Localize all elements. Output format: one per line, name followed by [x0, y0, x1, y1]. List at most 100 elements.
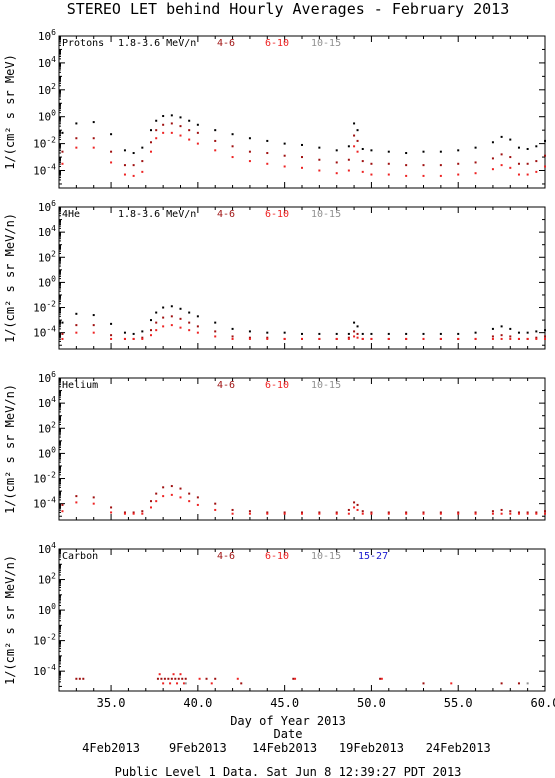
legend-entry: 4-6: [217, 551, 235, 562]
date-label: 4Feb2013: [82, 741, 140, 755]
data-point: [491, 141, 494, 144]
data-point: [75, 312, 78, 315]
date-label: 24Feb2013: [426, 741, 491, 755]
data-point: [405, 337, 408, 340]
y-tick-label: 10-4: [33, 325, 56, 340]
data-point: [283, 165, 286, 168]
data-point: [172, 673, 175, 676]
data-point: [141, 330, 144, 333]
data-point: [517, 331, 520, 334]
data-point: [526, 337, 529, 340]
data-point: [196, 325, 199, 328]
series: [61, 305, 546, 335]
data-point: [509, 510, 512, 513]
date-labels: 4Feb2013 9Feb2013 14Feb2013 19Feb2013 24Feb2…: [82, 741, 491, 755]
data-point: [517, 682, 520, 685]
plot-frame: [58, 206, 546, 350]
data-point: [509, 512, 512, 515]
data-point: [450, 682, 453, 685]
data-point: [75, 122, 78, 125]
data-point: [457, 512, 460, 515]
data-point: [335, 332, 338, 335]
data-point: [188, 321, 191, 324]
data-point: [196, 331, 199, 334]
data-point: [347, 332, 350, 335]
data-point: [379, 677, 382, 680]
data-point: [61, 510, 64, 513]
data-point: [123, 337, 126, 340]
data-point: [491, 157, 494, 160]
data-point: [356, 508, 359, 511]
x-axis-ticks: 35.0 40.0 45.0 50.0 55.0 60.0: [97, 696, 555, 710]
data-point: [214, 139, 217, 142]
data-point: [439, 337, 442, 340]
data-point: [214, 508, 217, 511]
data-point: [283, 512, 286, 515]
data-point: [491, 335, 494, 338]
data-point: [353, 330, 356, 333]
data-point: [155, 119, 158, 122]
data-point: [61, 162, 64, 165]
panel-helium: 106 104 102 100 10-2 10-4 1/(cm² s sr MeV/n) He…: [3, 370, 546, 521]
data-point: [149, 319, 152, 322]
data-point: [301, 512, 303, 515]
legend-entry: 4-6: [217, 209, 235, 220]
data-point: [149, 141, 152, 144]
data-point: [176, 682, 179, 685]
legend-entry: 6-10: [265, 380, 289, 391]
data-point: [544, 510, 546, 513]
data-point: [141, 510, 144, 513]
data-point: [405, 174, 408, 177]
data-point: [75, 146, 78, 149]
data-point: [162, 325, 165, 328]
data-point: [301, 332, 303, 335]
data-point: [301, 143, 303, 146]
y-tick-label: 102: [38, 420, 56, 435]
data-point: [387, 332, 390, 335]
data-point: [231, 145, 234, 148]
data-point: [283, 142, 286, 145]
data-point: [347, 508, 350, 511]
y-tick-label: 100: [38, 445, 56, 460]
data-point: [474, 172, 477, 175]
data-point: [78, 677, 81, 680]
data-point: [123, 149, 126, 152]
data-point: [110, 506, 113, 509]
legend-entry: 6-10: [265, 551, 289, 562]
data-point: [347, 336, 350, 339]
data-point: [353, 335, 356, 338]
date-label: 9Feb2013: [169, 741, 227, 755]
data-point: [474, 331, 477, 334]
data-point: [110, 511, 113, 514]
data-point: [387, 150, 390, 153]
data-point: [517, 173, 520, 176]
data-point: [155, 129, 158, 132]
data-point: [422, 332, 425, 335]
data-point: [132, 174, 135, 177]
data-point: [535, 170, 538, 173]
data-point: [170, 485, 173, 488]
data-point: [141, 146, 144, 149]
date-label: 19Feb2013: [339, 741, 404, 755]
series: [184, 682, 529, 685]
data-point: [318, 158, 321, 161]
data-point: [347, 169, 350, 172]
data-point: [474, 161, 477, 164]
data-point: [248, 137, 251, 140]
plot-frame: [58, 548, 546, 692]
data-point: [188, 329, 191, 332]
data-point: [169, 682, 172, 685]
data-point: [236, 677, 239, 680]
data-point: [163, 677, 166, 680]
data-point: [353, 321, 356, 324]
data-point: [535, 160, 538, 163]
data-point: [439, 150, 442, 153]
data-point: [439, 174, 442, 177]
data-point: [361, 170, 364, 173]
data-point: [132, 337, 135, 340]
panel-carbon: 104 102 100 10-2 10-4 1/(cm² s sr MeV/n) Carbo…: [3, 541, 546, 692]
series: [61, 131, 546, 177]
data-point: [457, 162, 460, 165]
data-point: [196, 315, 199, 318]
data-point: [301, 511, 303, 514]
